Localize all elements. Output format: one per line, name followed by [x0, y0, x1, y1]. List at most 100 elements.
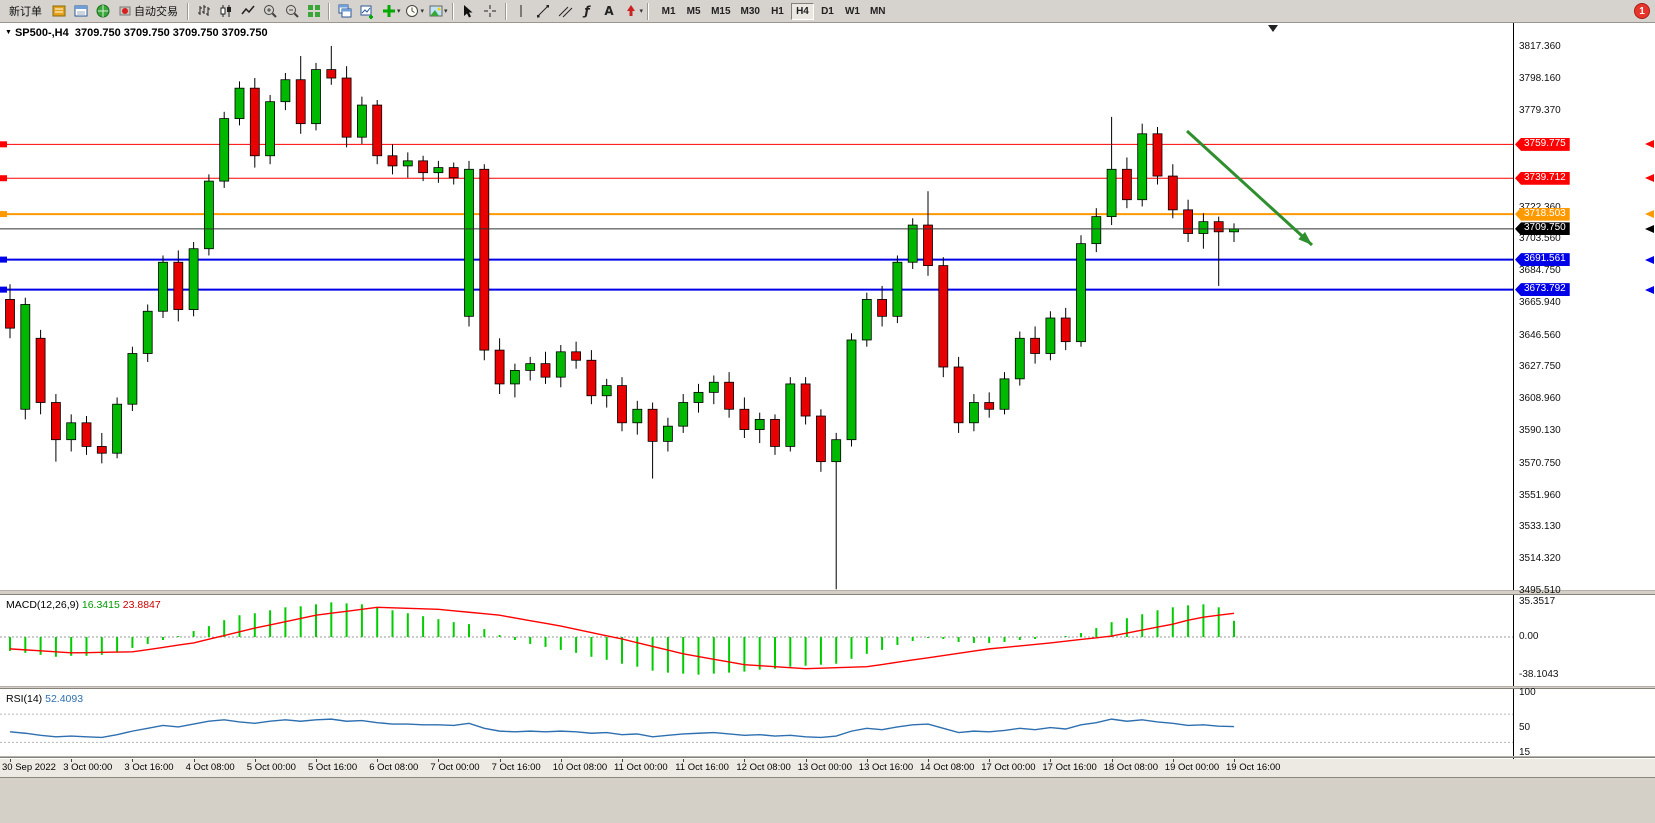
arrows-tool-icon[interactable] [621, 2, 642, 21]
chart-ohlc-quotes: 3709.750 3709.750 3709.750 3709.750 [74, 27, 268, 39]
indicators-dropdown-caret[interactable]: ▾ [397, 8, 401, 15]
time-axis[interactable] [0, 759, 1655, 777]
vertical-line-icon[interactable] [511, 2, 532, 21]
timeframe-h1[interactable]: H1 [766, 3, 789, 20]
timeframe-d1[interactable]: D1 [816, 3, 839, 20]
new-chart-icon[interactable] [356, 2, 377, 21]
candle-body [525, 363, 536, 371]
hline-left-tag [0, 286, 7, 293]
auto-trading-button[interactable]: 自动交易 [114, 2, 183, 21]
crosshair-icon[interactable] [480, 2, 501, 21]
candle-body [81, 422, 92, 447]
macd-signal-line [9, 606, 1235, 670]
candle-body [1167, 175, 1178, 211]
candle-body [877, 299, 887, 317]
line-chart-icon[interactable] [237, 2, 258, 21]
candle-body [249, 87, 260, 157]
candle-body [923, 224, 933, 267]
templates-dropdown-caret[interactable]: ▾ [444, 8, 448, 15]
candle-body [663, 425, 673, 442]
candle-body [1076, 243, 1086, 343]
candle-body [188, 248, 199, 310]
bar-chart-icon[interactable] [193, 2, 214, 21]
candle-body [280, 79, 291, 103]
macd-signal-value: 23.8847 [122, 599, 161, 611]
cursor-icon[interactable] [458, 2, 479, 21]
auto-trading-icon [119, 6, 131, 16]
candle-body [311, 69, 321, 125]
candle-body [1213, 221, 1224, 233]
main-chart[interactable] [0, 23, 1513, 590]
candle-body [66, 422, 77, 441]
candle-body [51, 402, 61, 441]
zoom-in-icon[interactable] [259, 2, 280, 21]
new-order-button[interactable]: 新订单 [4, 2, 47, 21]
timeframe-h4[interactable]: H4 [790, 2, 814, 20]
candle-body [433, 167, 444, 174]
candle-body [112, 403, 122, 454]
toolbar-separator [187, 2, 189, 20]
macd-panel[interactable] [0, 597, 1513, 686]
candle-body [785, 383, 796, 447]
candle-body [295, 79, 306, 125]
candle-body [356, 104, 367, 138]
market-watch-icon[interactable] [48, 2, 69, 21]
candlestick-chart-icon[interactable] [215, 2, 236, 21]
arrows-dropdown-caret[interactable]: ▾ [639, 8, 644, 15]
trendline-icon[interactable] [533, 2, 554, 21]
chart-menu-icon[interactable]: ▼ [5, 29, 12, 36]
notification-badge[interactable]: 1 [1634, 3, 1650, 19]
toolbar-separator [451, 2, 454, 20]
text-tool-icon[interactable]: A [604, 4, 614, 18]
candle-body [816, 415, 826, 463]
candle-body [586, 359, 597, 397]
timeframe-w1[interactable]: W1 [841, 3, 864, 20]
rsi-panel[interactable] [0, 691, 1513, 756]
chart-shift-marker[interactable] [1268, 25, 1278, 32]
trend-arrow[interactable] [1185, 129, 1314, 247]
periods-dropdown-caret[interactable]: ▾ [420, 8, 425, 15]
candle-body [96, 446, 107, 454]
candle-body [861, 299, 872, 341]
tile-windows-icon[interactable] [303, 2, 324, 21]
panel-splitter[interactable] [0, 590, 1655, 595]
indicators-icon[interactable] [378, 2, 399, 21]
fibonacci-icon[interactable]: ƒ [584, 4, 590, 18]
candle-body [601, 385, 612, 397]
candle-body [770, 419, 780, 447]
candle-body [938, 265, 949, 368]
zoom-out-icon[interactable] [281, 2, 302, 21]
timeframe-m15[interactable]: M15 [707, 3, 734, 20]
candle-body [892, 261, 903, 317]
timeframe-m30[interactable]: M30 [737, 3, 764, 20]
timeframe-m5[interactable]: M5 [682, 3, 705, 20]
candle-body [158, 261, 168, 312]
equidistant-channel-icon[interactable] [555, 2, 576, 21]
periods-icon[interactable] [402, 2, 423, 21]
candle-body [969, 402, 979, 424]
toolbar-separator [647, 2, 650, 20]
candle-body [632, 408, 643, 424]
panel-splitter[interactable] [0, 756, 1655, 758]
price-axis[interactable] [1513, 23, 1655, 759]
candle-body [341, 77, 352, 138]
templates-icon[interactable] [425, 2, 446, 21]
timeframe-mn[interactable]: MN [866, 3, 890, 20]
community-icon[interactable] [92, 2, 113, 21]
timeframe-m1[interactable]: M1 [657, 3, 680, 20]
candle-body [907, 224, 918, 263]
candle-body [693, 391, 704, 403]
data-window-icon[interactable] [70, 2, 91, 21]
cascade-windows-icon[interactable] [334, 2, 355, 21]
candle-body [509, 369, 520, 385]
candle-body [464, 168, 474, 317]
candle-body [1030, 337, 1040, 354]
auto-trading-label: 自动交易 [134, 6, 178, 18]
candle-body [1152, 133, 1163, 177]
candle-body [479, 168, 490, 351]
panel-splitter[interactable] [0, 686, 1655, 689]
candle-body [173, 261, 184, 310]
candle-body [846, 339, 857, 441]
candle-body [387, 155, 398, 167]
candle-body [724, 381, 734, 410]
